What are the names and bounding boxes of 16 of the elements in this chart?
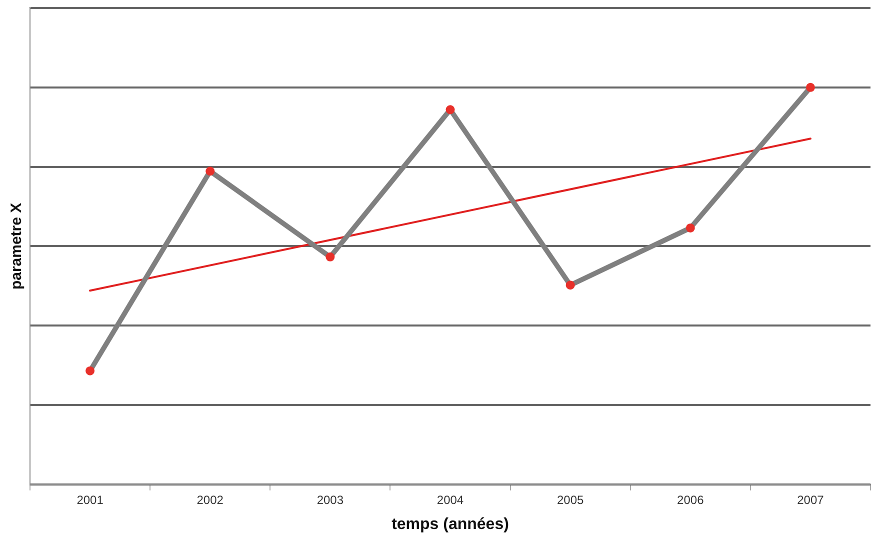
point [566,280,575,290]
y-axis-title: parametre X [8,202,26,290]
point [86,366,95,376]
point [326,252,335,262]
x-tick-label: 2007 [797,492,824,507]
point [806,82,815,92]
x-tick-label: 2006 [677,492,704,507]
x-axis-title: temps (années) [392,516,509,533]
point [206,166,215,176]
point [686,223,695,232]
x-tick-label: 2005 [556,492,584,507]
point [446,105,455,114]
x-tick-label: 2003 [316,492,344,507]
x-tick-label: 2002 [196,492,224,507]
x-tick-label: 2001 [76,492,104,507]
x-tick-label: 2004 [436,492,464,507]
